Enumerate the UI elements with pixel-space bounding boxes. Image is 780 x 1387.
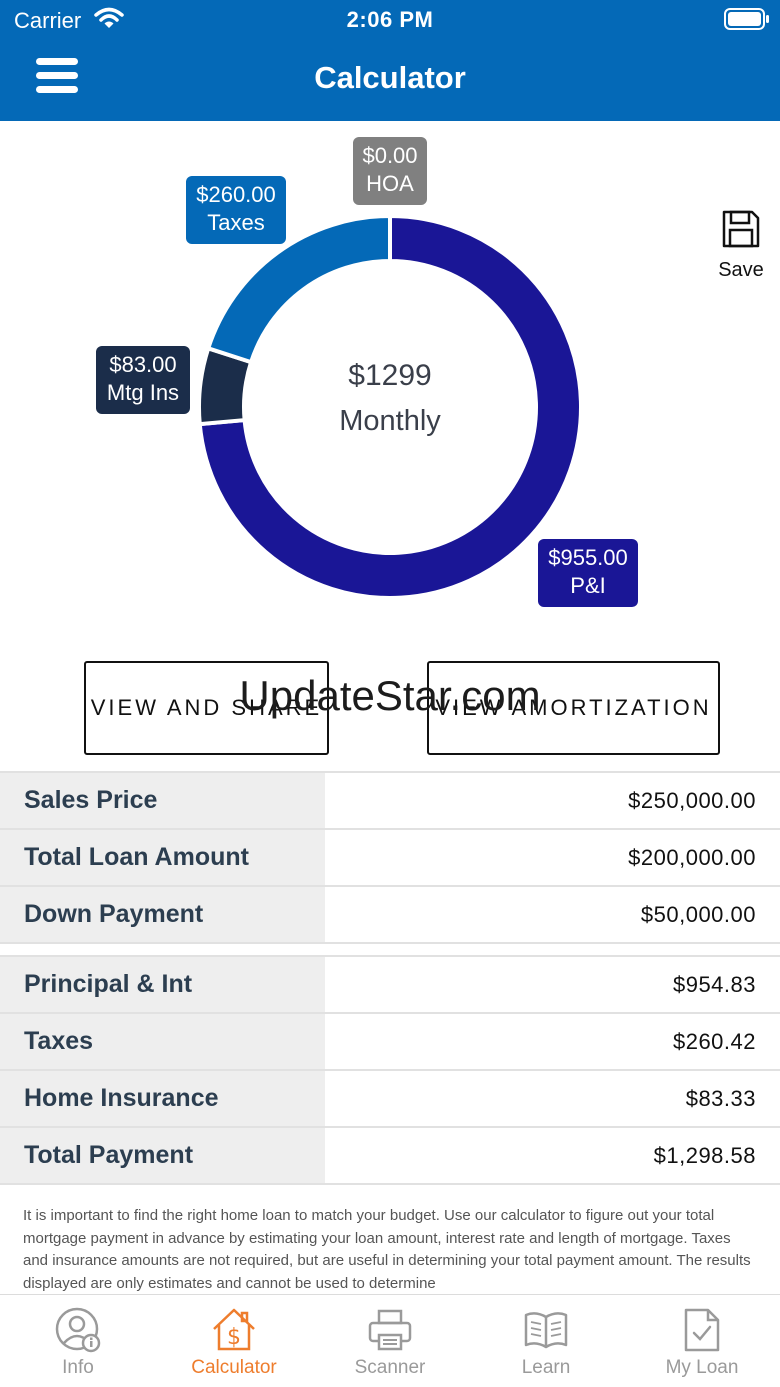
tab-label: Learn <box>521 1357 571 1378</box>
menu-bar-icon <box>36 86 78 93</box>
table-row: Total Loan Amount $200,000.00 <box>0 830 780 887</box>
table-row: Principal & Int $954.83 <box>0 957 780 1014</box>
pi-tag: $955.00 P&I <box>538 539 638 607</box>
table-row: Total Payment $1,298.58 <box>0 1128 780 1185</box>
tab-my-loan[interactable]: My Loan <box>624 1295 780 1387</box>
house-dollar-icon: $ <box>213 1308 255 1351</box>
document-check-icon <box>684 1308 720 1352</box>
taxes-tag: $260.00 Taxes <box>186 176 286 244</box>
tab-calculator[interactable]: $ Calculator <box>156 1295 312 1387</box>
tab-label: Info <box>62 1357 94 1378</box>
table-row: Home Insurance $83.33 <box>0 1071 780 1128</box>
hoa-tag: $0.00 HOA <box>353 137 427 205</box>
tab-label: My Loan <box>665 1357 739 1378</box>
svg-text:$: $ <box>227 1325 241 1350</box>
app-header: Carrier 2:06 PM Calculator <box>0 0 780 121</box>
row-value: $260.42 <box>672 1029 756 1054</box>
pi-label: P&I <box>570 573 606 598</box>
taxes-label: Taxes <box>207 210 265 235</box>
row-value: $1,298.58 <box>653 1143 756 1168</box>
menu-bar-icon <box>36 72 78 79</box>
row-label: Home Insurance <box>0 1071 325 1126</box>
row-label: Principal & Int <box>0 957 325 1012</box>
bottom-tab-bar: Info $ Calculator Scanner <box>0 1294 780 1387</box>
tab-label: Calculator <box>191 1357 277 1378</box>
row-value: $83.33 <box>685 1086 756 1111</box>
view-and-share-button[interactable]: VIEW AND SHARE <box>84 661 329 755</box>
row-label: Total Payment <box>0 1128 325 1183</box>
row-label: Taxes <box>0 1014 325 1069</box>
user-info-icon <box>55 1307 101 1353</box>
tab-label: Scanner <box>354 1357 426 1378</box>
hoa-label: HOA <box>366 171 414 196</box>
printer-icon <box>368 1309 412 1351</box>
payment-breakdown-chart: $1299 Monthly $0.00 HOA $260.00 Taxes $8… <box>0 121 780 641</box>
monthly-amount: $1299 <box>348 359 432 392</box>
table-row: Taxes $260.42 <box>0 1014 780 1071</box>
hamburger-menu-button[interactable] <box>36 58 82 98</box>
mtg-ins-label: Mtg Ins <box>106 380 180 405</box>
battery-icon <box>724 8 770 35</box>
monthly-label: Monthly <box>339 405 441 437</box>
save-label: Save <box>718 259 764 281</box>
disclaimer-text: It is important to find the right home l… <box>23 1207 751 1292</box>
status-time: 2:06 PM <box>346 7 434 32</box>
tab-learn[interactable]: Learn <box>468 1295 624 1387</box>
watermark-text: UpdateStar.com <box>239 672 541 719</box>
book-icon <box>524 1312 568 1349</box>
save-button[interactable]: Save <box>708 209 774 285</box>
status-bar: Carrier 2:06 PM <box>0 0 780 40</box>
carrier-label: Carrier <box>14 8 82 33</box>
row-label: Sales Price <box>0 773 325 828</box>
row-value: $200,000.00 <box>628 845 756 870</box>
mtg-ins-amount: $83.00 <box>109 352 177 377</box>
taxes-amount: $260.00 <box>196 182 276 207</box>
pi-amount: $955.00 <box>548 545 628 570</box>
donut-slice-taxes <box>205 213 392 365</box>
row-value: $250,000.00 <box>628 788 756 813</box>
page-title: Calculator <box>314 60 466 95</box>
tab-info[interactable]: Info <box>0 1295 156 1387</box>
table-row: Sales Price $250,000.00 <box>0 773 780 830</box>
donut-chart <box>197 213 583 600</box>
table-row: Down Payment $50,000.00 <box>0 887 780 944</box>
row-label: Down Payment <box>0 887 325 942</box>
view-amortization-button[interactable]: VIEW AMORTIZATION <box>427 661 720 755</box>
row-value: $954.83 <box>672 972 756 997</box>
floppy-disk-icon <box>722 210 760 248</box>
wifi-icon <box>94 6 124 35</box>
row-value: $50,000.00 <box>640 902 756 927</box>
tab-scanner[interactable]: Scanner <box>312 1295 468 1387</box>
payment-summary-table: Principal & Int $954.83 Taxes $260.42 Ho… <box>0 955 780 1185</box>
menu-bar-icon <box>36 58 78 65</box>
loan-summary-table: Sales Price $250,000.00 Total Loan Amoun… <box>0 771 780 944</box>
donut-slice-pi <box>197 213 583 600</box>
hoa-amount: $0.00 <box>362 143 418 168</box>
row-label: Total Loan Amount <box>0 830 325 885</box>
mtg-ins-tag: $83.00 Mtg Ins <box>96 346 190 414</box>
